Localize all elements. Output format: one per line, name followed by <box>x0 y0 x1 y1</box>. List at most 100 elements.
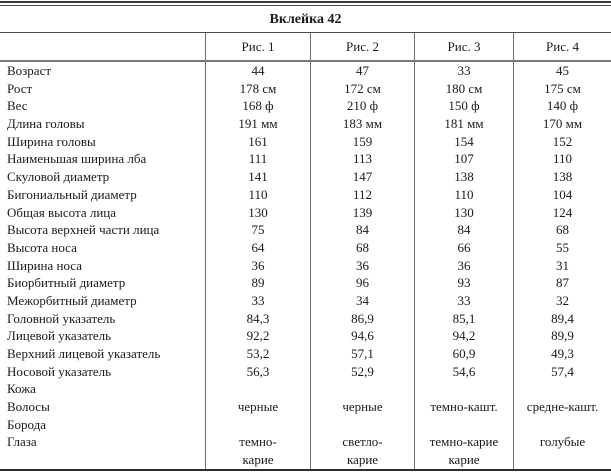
row-label: Скуловой диаметр <box>7 169 110 185</box>
row-label: Возраст <box>7 63 52 78</box>
table-row: Общая высота лица 130 139 130 124 <box>0 203 611 222</box>
row-label: Биорбитный диаметр <box>7 275 126 291</box>
table-cell: 33 <box>205 291 310 310</box>
table-cell: 180 см <box>414 79 513 98</box>
table-cell: 183 мм <box>310 115 414 133</box>
table-row: Наименьшая ширина лба 111 113 107 110 <box>0 150 611 169</box>
table-cell: 110 <box>205 185 310 204</box>
table-cell: черные <box>310 398 414 416</box>
table-cell: 154 <box>414 132 513 151</box>
table-cell: 94,6 <box>310 327 414 345</box>
header-corner-cell <box>0 33 205 60</box>
table-header-row: Рис. 1 Рис. 2 Рис. 3 Рис. 4 <box>0 33 611 62</box>
table-cell: 130 <box>414 203 513 222</box>
table-cell: 34 <box>310 291 414 310</box>
table-cell <box>414 415 513 434</box>
table-row: Ширина головы 161 159 154 152 <box>0 132 611 151</box>
row-label: Общая высота лица <box>7 204 117 220</box>
table-cell: 138 <box>513 168 611 186</box>
table-cell: 84,3 <box>205 309 310 328</box>
table-cell: 161 <box>205 132 310 151</box>
table-cell: темно-карие карие <box>414 433 513 469</box>
row-label: Бигониальный диаметр <box>7 186 137 202</box>
table-cell: 181 мм <box>414 115 513 133</box>
row-label: Глаза <box>7 434 37 450</box>
table-row: Глаза темно- карие светло- карие темно-кари… <box>0 433 611 469</box>
table-row: Скуловой диаметр 141 147 138 138 <box>0 168 611 186</box>
table-row: Возраст 44 47 33 45 <box>0 62 611 80</box>
table-cell: 112 <box>310 185 414 204</box>
row-label: Волосы <box>7 399 50 415</box>
row-label: Верхний лицевой указатель <box>7 346 161 361</box>
table-row: Высота носа 64 68 66 55 <box>0 238 611 257</box>
row-label: Носовой указатель <box>7 363 112 379</box>
table-cell: 110 <box>414 185 513 204</box>
table-cell: 85,1 <box>414 309 513 328</box>
row-label: Вес <box>7 98 28 114</box>
table-cell: 159 <box>310 132 414 151</box>
table-cell: 66 <box>414 238 513 257</box>
table-cell: 111 <box>205 150 310 169</box>
table-cell: черные <box>205 398 310 416</box>
table-row: Кожа <box>0 380 611 399</box>
table-cell: 60,9 <box>414 345 513 363</box>
row-label: Высота верхней части лица <box>7 222 160 238</box>
row-label: Ширина головы <box>7 133 96 149</box>
bottom-rule <box>0 468 611 471</box>
table-cell: темно-кашт. <box>414 398 513 416</box>
table-cell: 45 <box>513 62 611 80</box>
table-row: Биорбитный диаметр 89 96 93 87 <box>0 274 611 292</box>
table-cell: светло- карие <box>310 433 414 469</box>
row-label: Межорбитный диаметр <box>7 292 137 308</box>
table-row: Ширина носа 36 36 36 31 <box>0 256 611 275</box>
row-label: Лицевой указатель <box>7 328 112 344</box>
table-row: Высота верхней части лица 75 84 84 68 <box>0 221 611 239</box>
table-cell: 36 <box>414 256 513 275</box>
table-cell: 139 <box>310 203 414 222</box>
table-row: Борода <box>0 415 611 434</box>
row-label: Борода <box>7 416 46 432</box>
row-label: Кожа <box>7 381 36 397</box>
table-cell: 32 <box>513 291 611 310</box>
table-cell: 36 <box>310 256 414 275</box>
table-title: Вклейка 42 <box>0 6 611 33</box>
table-cell: 33 <box>414 291 513 310</box>
row-label: Длина головы <box>7 116 85 132</box>
table-cell: 52,9 <box>310 362 414 381</box>
table-cell: 55 <box>513 238 611 257</box>
row-label: Высота носа <box>7 239 77 255</box>
table-row: Вес 168 ф 210 ф 150 ф 140 ф <box>0 97 611 116</box>
table-cell: темно- карие <box>205 433 310 469</box>
table-cell: 84 <box>310 221 414 239</box>
table-cell <box>205 415 310 434</box>
table-cell: 75 <box>205 221 310 239</box>
table-row: Верхний лицевой указатель 53,2 57,1 60,9 49,… <box>0 345 611 363</box>
table-cell: 168 ф <box>205 97 310 116</box>
table-row: Лицевой указатель 92,2 94,6 94,2 89,9 <box>0 327 611 345</box>
table-cell: 44 <box>205 62 310 80</box>
table-cell <box>513 380 611 399</box>
table-cell: 87 <box>513 274 611 292</box>
table-cell: 68 <box>310 238 414 257</box>
table-cell: 175 см <box>513 79 611 98</box>
table-cell: 89 <box>205 274 310 292</box>
table-cell: 152 <box>513 132 611 151</box>
table-cell: средне-кашт. <box>513 398 611 416</box>
table-cell: 68 <box>513 221 611 239</box>
table-cell: 64 <box>205 238 310 257</box>
table-cell: 53,2 <box>205 345 310 363</box>
table-cell: 56,3 <box>205 362 310 381</box>
table-cell: 178 см <box>205 79 310 98</box>
table-row: Носовой указатель 56,3 52,9 54,6 57,4 <box>0 362 611 381</box>
table-cell: 92,2 <box>205 327 310 345</box>
table-row: Длина головы 191 мм 183 мм 181 мм 170 мм <box>0 115 611 133</box>
table-cell: 110 <box>513 150 611 169</box>
table-cell: голубые <box>513 433 611 469</box>
table-cell: 89,4 <box>513 309 611 328</box>
table-row: Волосы черные черные темно-кашт. средне-кашт… <box>0 398 611 416</box>
table-cell: 54,6 <box>414 362 513 381</box>
table-cell: 84 <box>414 221 513 239</box>
table-cell <box>205 380 310 399</box>
table-cell: 130 <box>205 203 310 222</box>
